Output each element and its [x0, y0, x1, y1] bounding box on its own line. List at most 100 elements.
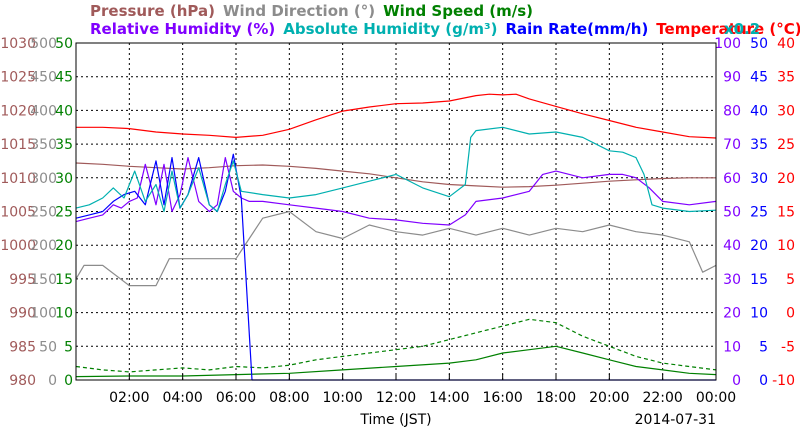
humidity-tick-label: 30	[723, 272, 741, 288]
wind_speed-tick-label: 15	[55, 272, 73, 288]
pressure-tick-label: 1000	[0, 238, 36, 254]
pressure-tick-label: 1025	[0, 70, 36, 86]
rain_rate-tick-label: 30	[750, 171, 768, 187]
temperature-tick-label: 25	[777, 137, 795, 153]
wind_direction-tick-label: 450	[30, 70, 57, 86]
wind_speed-tick-label: 25	[55, 205, 73, 221]
legend-item: Temperature (°C)	[656, 20, 800, 38]
series-line-rain_rate_x0.2	[75, 153, 716, 381]
x-tick-label: 20:00	[589, 390, 629, 406]
rain_rate-tick-label: 50	[750, 36, 768, 52]
x-tick-label: 22:00	[642, 390, 682, 406]
wind_direction-tick-label: 150	[30, 272, 57, 288]
wind_direction-tick-label: 250	[30, 205, 57, 221]
legend-item: Relative Humidity (%)	[90, 20, 275, 38]
wind_direction-tick-label: 0	[48, 373, 57, 389]
legend: Pressure (hPa) Wind Direction (°) Wind Spe…	[90, 2, 800, 38]
wind_direction-tick-label: 300	[30, 171, 57, 187]
series-line-wind_direction	[75, 210, 717, 287]
wind_speed-tick-label: 40	[55, 103, 73, 119]
series-layer	[75, 93, 717, 381]
pressure-tick-label: 1005	[0, 205, 36, 221]
humidity-tick-label: 0	[732, 373, 741, 389]
legend-item: Wind Direction (°)	[223, 2, 375, 20]
rain_rate-tick-label: 40	[750, 103, 768, 119]
rain_rate-tick-label: 25	[750, 205, 768, 221]
left-axes: 1030102510201015101010051000995990985980…	[0, 36, 73, 389]
temperature-tick-label: 10	[777, 238, 795, 254]
series-line-pressure	[75, 162, 716, 188]
x-tick-label: 10:00	[322, 390, 362, 406]
wind_speed-tick-label: 50	[55, 36, 73, 52]
wind_speed-tick-label: 35	[55, 137, 73, 153]
humidity-tick-label: 10	[723, 339, 741, 355]
x-tick-label: 14:00	[429, 390, 469, 406]
humidity-tick-label: 90	[723, 70, 741, 86]
x-tick-label: 06:00	[216, 390, 256, 406]
series-line-temperature	[76, 93, 717, 139]
x-tick-label: 02:00	[109, 390, 149, 406]
legend-item: Absolute Humidity (g/m³)	[283, 20, 497, 38]
humidity-tick-label: 60	[723, 171, 741, 187]
date-label: 2014-07-31	[635, 412, 716, 428]
rain_rate-tick-label: 45	[750, 70, 768, 86]
temperature-tick-label: 0	[786, 306, 795, 322]
temperature-tick-label: 20	[777, 171, 795, 187]
wind_direction-tick-label: 100	[30, 306, 57, 322]
humidity-tick-label: 100	[714, 36, 741, 52]
x-tick-label: 12:00	[376, 390, 416, 406]
humidity-tick-label: 40	[723, 238, 741, 254]
legend-item: Pressure (hPa)	[90, 2, 215, 20]
right-axes: 1009080706050403020100504540353025201510…	[714, 36, 795, 389]
wind_direction-tick-label: 50	[39, 339, 57, 355]
humidity-tick-label: 80	[723, 103, 741, 119]
wind_speed-tick-label: 45	[55, 70, 73, 86]
pressure-tick-label: 990	[9, 306, 36, 322]
pressure-tick-label: 1010	[0, 171, 36, 187]
wind_speed-tick-label: 10	[55, 306, 73, 322]
wind_direction-tick-label: 500	[30, 36, 57, 52]
temperature-tick-label: 35	[777, 70, 795, 86]
pressure-tick-label: 980	[9, 373, 36, 389]
temperature-tick-label: 30	[777, 103, 795, 119]
temperature-tick-label: -5	[781, 339, 795, 355]
rain_rate-tick-label: 15	[750, 272, 768, 288]
wind_direction-tick-label: 200	[30, 238, 57, 254]
x-tick-label: 04:00	[162, 390, 202, 406]
series-line-relative_humidity	[75, 157, 717, 226]
x-tick-label: 18:00	[536, 390, 576, 406]
temperature-tick-label: -10	[772, 373, 795, 389]
rain_rate-tick-label: 5	[759, 339, 768, 355]
rain_rate-tick-label: 35	[750, 137, 768, 153]
series-line-absolute_humidity	[75, 126, 717, 213]
wind_speed-tick-label: 30	[55, 171, 73, 187]
pressure-tick-label: 1015	[0, 137, 36, 153]
series-line-wind_speed	[75, 345, 717, 378]
wind_speed-tick-label: 20	[55, 238, 73, 254]
rain_rate-tick-label: 0	[759, 373, 768, 389]
rain_rate-tick-label: 20	[750, 238, 768, 254]
wind_direction-tick-label: 350	[30, 137, 57, 153]
x-tick-label: 16:00	[482, 390, 522, 406]
temperature-tick-label: 40	[777, 36, 795, 52]
wind_speed-tick-label: 5	[64, 339, 73, 355]
multiplier-label: x0.2	[724, 20, 760, 38]
humidity-tick-label: 20	[723, 306, 741, 322]
pressure-tick-label: 995	[9, 272, 36, 288]
temperature-tick-label: 15	[777, 205, 795, 221]
humidity-tick-label: 50	[723, 205, 741, 221]
humidity-tick-label: 70	[723, 137, 741, 153]
legend-item: Wind Speed (m/s)	[383, 2, 533, 20]
temperature-tick-label: 5	[786, 272, 795, 288]
series-line-wind_gust	[75, 318, 717, 373]
x-tick-label: 08:00	[269, 390, 309, 406]
grid	[76, 43, 716, 380]
x-axis: 02:00 04:00 06:00 08:00 10:00 12:00 14:00 16:00…	[109, 374, 736, 406]
rain_rate-tick-label: 10	[750, 306, 768, 322]
x-axis-label: Time (JST)	[359, 412, 431, 428]
pressure-tick-label: 1020	[0, 103, 36, 119]
wind_direction-tick-label: 400	[30, 103, 57, 119]
legend-item: Rain Rate(mm/h)	[505, 20, 648, 38]
pressure-tick-label: 1030	[0, 36, 36, 52]
